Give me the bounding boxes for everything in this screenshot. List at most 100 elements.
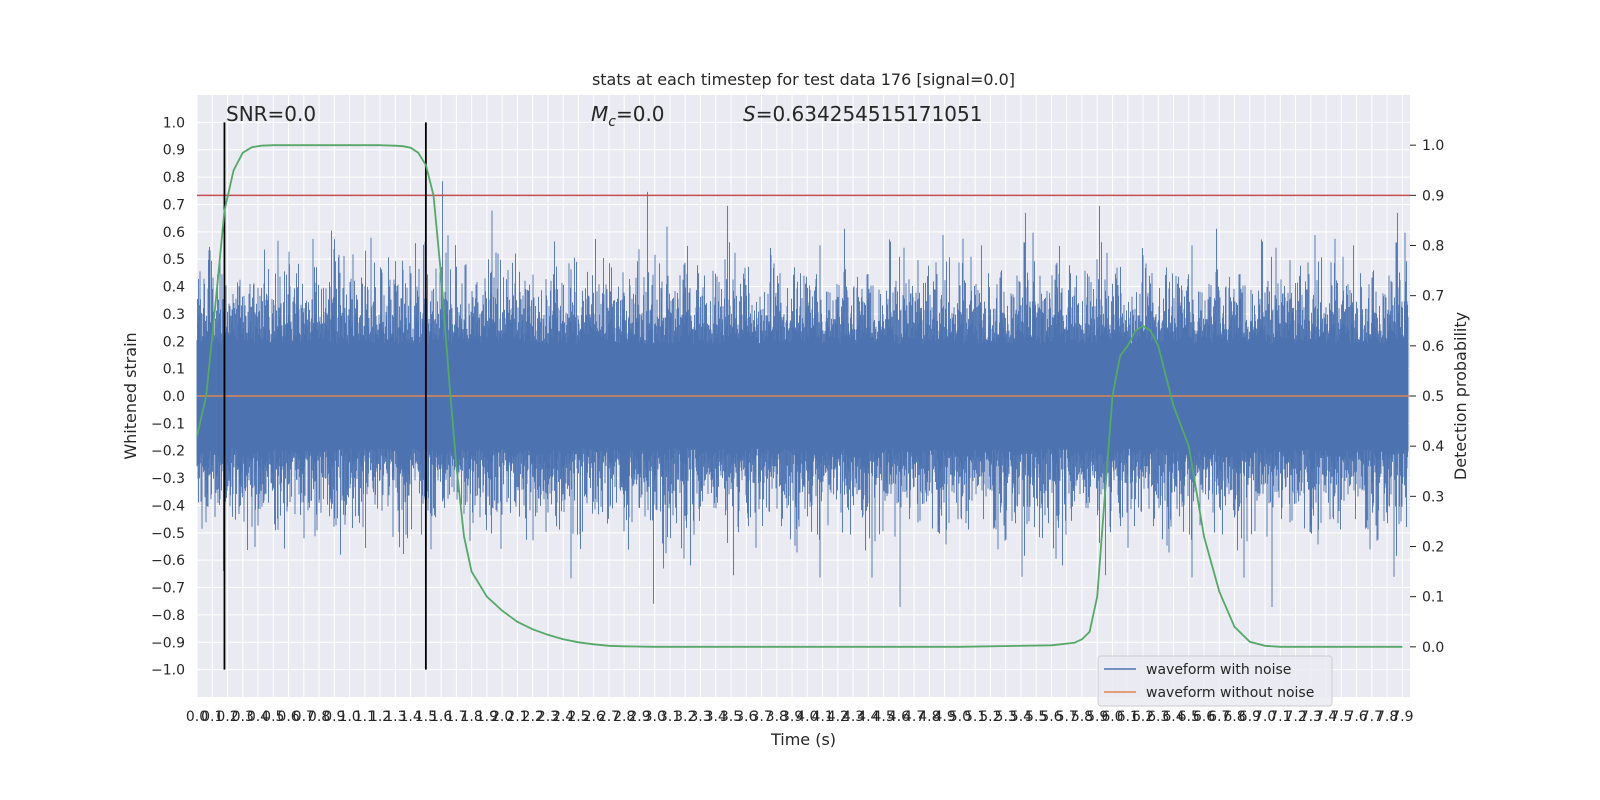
x-tick-label: 0.7	[293, 709, 315, 725]
x-tick-label: 0.6	[277, 709, 299, 725]
x-tick-label: 1.0	[338, 709, 360, 725]
x-tick-label: 6.6	[1193, 709, 1215, 725]
x-tick-label: 7.7	[1361, 709, 1383, 725]
y2-tick-label: 0.0	[1422, 640, 1444, 656]
x-tick-label: 7.0	[1254, 709, 1276, 725]
legend-label-clean: waveform without noise	[1146, 685, 1314, 701]
x-tick-label: 4.5	[872, 709, 894, 725]
x-tick-label: 0.2	[216, 709, 238, 725]
x-tick-label: 4.8	[918, 709, 940, 725]
detection-probability-line	[196, 144, 1403, 648]
x-tick-label: 4.0	[796, 709, 818, 725]
x-tick-label: 0.5	[262, 709, 284, 725]
x-tick-label: 6.3	[1147, 709, 1169, 725]
y2-tick-label: 0.4	[1422, 439, 1444, 455]
x-tick-label: 0.4	[247, 709, 269, 725]
chirp-mass-value: =0.0	[616, 102, 665, 126]
x-tick-label: 4.1	[811, 709, 833, 725]
x-tick-label: 2.5	[567, 709, 589, 725]
y-tick-label: −0.9	[151, 635, 185, 651]
x-tick-label: 5.2	[979, 709, 1001, 725]
x-tick-label: 4.4	[857, 709, 879, 725]
chart-title: stats at each timestep for test data 176…	[592, 70, 1015, 89]
x-tick-label: 3.9	[781, 709, 803, 725]
x-tick-label: 6.2	[1132, 709, 1154, 725]
x-axis-label: Time (s)	[770, 730, 836, 749]
chirp-mass-annotation: Mc=0.0	[591, 102, 665, 130]
x-tick-label: 4.6	[888, 709, 910, 725]
y-tick-label: −0.4	[151, 498, 185, 514]
x-tick-label: 5.3	[995, 709, 1017, 725]
x-tick-label: 3.7	[750, 709, 772, 725]
s-symbol: S	[743, 102, 756, 126]
s-value: =0.634254515171051	[756, 102, 983, 126]
x-tick-label: 3.6	[735, 709, 757, 725]
y2-tick-label: 0.3	[1422, 489, 1444, 505]
x-tick-label: 5.1	[964, 709, 986, 725]
x-tick-label: 7.3	[1300, 709, 1322, 725]
x-tick-label: 5.4	[1010, 709, 1032, 725]
x-tick-label: 3.5	[720, 709, 742, 725]
x-tick-label: 5.7	[1056, 709, 1078, 725]
x-tick-label: 7.1	[1269, 709, 1291, 725]
x-tick-label: 1.3	[384, 709, 406, 725]
x-tick-label: 5.8	[1071, 709, 1093, 725]
y-tick-label: −0.3	[151, 471, 185, 487]
y-tick-label: −1.0	[151, 663, 185, 679]
chirp-mass-subscript: c	[608, 114, 616, 130]
x-tick-label: 5.6	[1040, 709, 1062, 725]
y-tick-label: −0.8	[151, 608, 185, 624]
y-tick-label: 0.1	[163, 362, 185, 378]
y-tick-label: −0.6	[151, 553, 185, 569]
y2-tick-label: 0.8	[1422, 239, 1444, 255]
x-tick-label: 3.0	[644, 709, 666, 725]
y-tick-label: 0.0	[163, 389, 185, 405]
x-tick-label: 6.9	[1239, 709, 1261, 725]
y-tick-label: −0.7	[151, 581, 185, 597]
x-tick-label: 0.8	[308, 709, 330, 725]
x-tick-label: 0.0	[186, 709, 208, 725]
x-tick-label: 7.9	[1391, 709, 1413, 725]
x-tick-label: 4.7	[903, 709, 925, 725]
x-tick-label: 2.8	[613, 709, 635, 725]
x-tick-label: 6.1	[1117, 709, 1139, 725]
x-tick-label: 2.7	[598, 709, 620, 725]
x-tick-label: 1.1	[354, 709, 376, 725]
x-tick-label: 5.9	[1086, 709, 1108, 725]
x-tick-label: 4.3	[842, 709, 864, 725]
y-tick-label: 0.2	[163, 334, 185, 350]
x-tick-label: 0.9	[323, 709, 345, 725]
legend-box	[1097, 655, 1333, 707]
x-tick-label: 7.6	[1345, 709, 1367, 725]
y-tick-label: 0.5	[163, 252, 185, 268]
x-tick-label: 2.2	[522, 709, 544, 725]
x-tick-label: 3.3	[689, 709, 711, 725]
x-tick-label: 6.8	[1223, 709, 1245, 725]
y-tick-label: 0.9	[163, 143, 185, 159]
x-tick-label: 1.6	[430, 709, 452, 725]
y2-tick-label: 0.9	[1422, 188, 1444, 204]
x-tick-label: 1.9	[476, 709, 498, 725]
y2-tick-label: 0.6	[1422, 339, 1444, 355]
x-tick-label: 2.1	[506, 709, 528, 725]
y2-tick-label: 0.5	[1422, 389, 1444, 405]
x-tick-label: 1.8	[461, 709, 483, 725]
x-tick-label: 2.0	[491, 709, 513, 725]
tick-labels: 0.00.10.20.30.40.50.60.70.80.91.01.11.21…	[151, 115, 1444, 725]
y2-axis-label: Detection probability	[1451, 312, 1470, 480]
x-tick-label: 7.4	[1315, 709, 1337, 725]
x-tick-label: 5.5	[1025, 709, 1047, 725]
y-axis-label: Whitened strain	[121, 332, 140, 459]
y2-tick-label: 0.1	[1422, 590, 1444, 606]
x-tick-label: 3.2	[674, 709, 696, 725]
x-tick-label: 1.7	[445, 709, 467, 725]
x-tick-label: 4.2	[827, 709, 849, 725]
y-tick-label: 0.6	[163, 225, 185, 241]
x-tick-label: 5.0	[949, 709, 971, 725]
y-tick-label: 0.8	[163, 170, 185, 186]
snr-annotation: SNR=0.0	[226, 102, 316, 126]
x-tick-label: 2.6	[583, 709, 605, 725]
x-tick-label: 2.3	[537, 709, 559, 725]
y-tick-label: 0.4	[163, 280, 185, 296]
